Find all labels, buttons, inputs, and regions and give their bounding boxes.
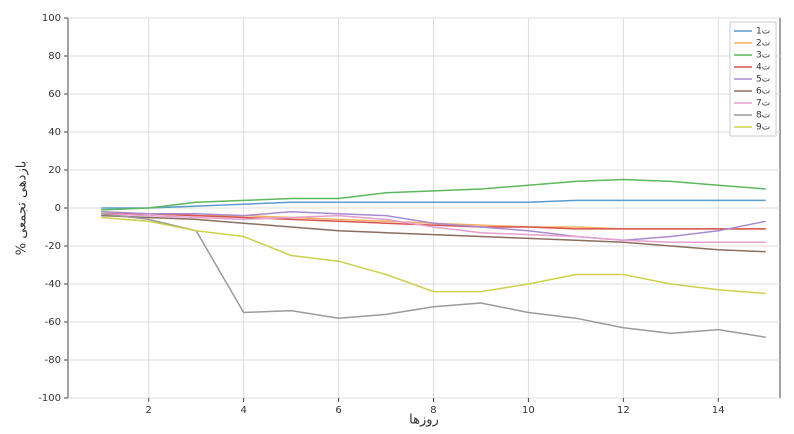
series-line — [101, 214, 766, 253]
series-line — [101, 178, 766, 211]
legend-label: ت2 — [756, 39, 770, 49]
y-tick-label: 0 — [55, 203, 61, 214]
series-line — [101, 212, 766, 230]
y-tick-label: -20 — [45, 241, 61, 252]
y-tick-label: 60 — [48, 89, 61, 100]
legend-label: ت1 — [756, 27, 770, 37]
legend-label: ت4 — [756, 63, 770, 73]
y-tick-label: -60 — [45, 317, 61, 328]
y-axis-label: % بازدهی تجمعی — [15, 161, 30, 256]
x-tick-label: 12 — [617, 405, 630, 416]
y-tick-label: -40 — [45, 279, 61, 290]
legend-label: ت3 — [756, 51, 770, 61]
legend-label: ت9 — [756, 123, 770, 133]
legend-label: ت7 — [756, 99, 770, 109]
y-tick-label: -80 — [45, 355, 61, 366]
legend-label: ت8 — [756, 111, 770, 121]
y-tick-label: 80 — [48, 51, 61, 62]
x-tick-label: 4 — [240, 405, 246, 416]
series-line — [101, 199, 766, 209]
x-tick-label: 6 — [335, 405, 341, 416]
legend-label: ت5 — [756, 75, 770, 85]
x-tick-label: 2 — [146, 405, 152, 416]
legend-label: ت6 — [756, 87, 770, 97]
y-tick-label: 20 — [48, 165, 61, 176]
x-tick-label: 8 — [430, 405, 436, 416]
series-line — [101, 212, 766, 338]
series-line — [101, 216, 766, 295]
y-tick-label: 40 — [48, 127, 61, 138]
x-tick-label: 10 — [522, 405, 535, 416]
x-axis-label: روزها — [409, 413, 439, 428]
series-line — [101, 211, 766, 242]
y-tick-label: -100 — [38, 393, 61, 404]
y-tick-label: 100 — [42, 13, 61, 24]
x-tick-label: 14 — [712, 405, 725, 416]
series-line — [101, 212, 766, 243]
